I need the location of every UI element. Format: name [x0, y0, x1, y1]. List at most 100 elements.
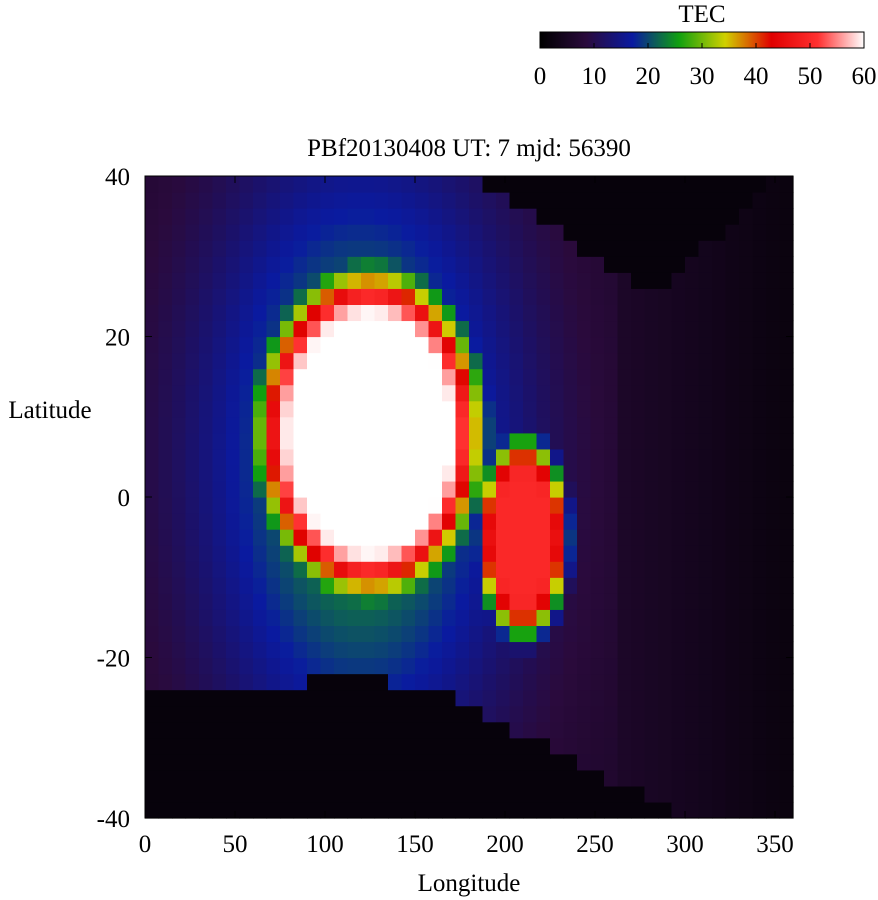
heatmap-cell	[334, 609, 349, 626]
heatmap-cell	[307, 432, 322, 450]
heatmap-cell	[766, 577, 781, 594]
heatmap-cell	[604, 304, 619, 322]
heatmap-cell	[145, 641, 160, 659]
heatmap-cell	[658, 272, 673, 289]
heatmap-cell	[320, 673, 335, 691]
heatmap-cell	[671, 737, 686, 755]
heatmap-cell	[320, 705, 335, 723]
heatmap-cell	[158, 288, 173, 305]
heatmap-cell	[536, 208, 551, 225]
heatmap-cell	[334, 240, 349, 257]
heatmap-cell	[536, 448, 551, 466]
heatmap-cell	[428, 625, 443, 643]
heatmap-cell	[590, 801, 605, 819]
heatmap-cell	[145, 705, 160, 723]
heatmap-cell	[536, 673, 551, 691]
colorbar-tick-label: 30	[690, 63, 715, 90]
heatmap-cell	[158, 208, 173, 225]
heatmap-cell	[509, 416, 524, 434]
heatmap-cell	[590, 384, 605, 402]
heatmap-cell	[685, 769, 700, 787]
heatmap-cell	[428, 801, 443, 819]
heatmap-cell	[280, 224, 295, 241]
heatmap-cell	[145, 673, 160, 691]
heatmap-cell	[199, 480, 214, 498]
heatmap-cell	[631, 480, 646, 498]
heatmap-cell	[172, 689, 187, 707]
heatmap-cell	[671, 208, 686, 225]
heatmap-cell	[185, 272, 200, 289]
heatmap-cell	[401, 785, 416, 803]
heatmap-cell	[253, 272, 268, 289]
heatmap-cell	[307, 208, 322, 225]
heatmap-cell	[158, 384, 173, 402]
heatmap-cell	[293, 304, 308, 322]
heatmap-cell	[617, 464, 632, 482]
heatmap-cell	[523, 705, 538, 723]
heatmap-cell	[415, 368, 430, 386]
heatmap-cell	[307, 320, 322, 338]
heatmap-cell	[671, 432, 686, 450]
heatmap-cell	[253, 705, 268, 723]
heatmap-cell	[199, 769, 214, 787]
heatmap-cell	[280, 320, 295, 338]
heatmap-cell	[685, 513, 700, 530]
heatmap-cell	[698, 529, 713, 546]
heatmap-cell	[631, 609, 646, 626]
heatmap-cell	[253, 513, 268, 530]
y-tick-label: 20	[105, 325, 130, 352]
heatmap-cell	[158, 304, 173, 322]
heatmap-cell	[779, 464, 794, 482]
heatmap-cell	[172, 192, 187, 209]
heatmap-cell	[725, 689, 740, 707]
heatmap-cell	[266, 224, 281, 241]
heatmap-cell	[550, 480, 565, 498]
heatmap-cell	[347, 673, 362, 691]
heatmap-cell	[536, 769, 551, 787]
heatmap-cell	[320, 432, 335, 450]
heatmap-cell	[698, 336, 713, 354]
heatmap-cell	[779, 529, 794, 546]
heatmap-cell	[320, 801, 335, 819]
heatmap-cell	[158, 448, 173, 466]
heatmap-cell	[658, 304, 673, 322]
heatmap-cell	[401, 240, 416, 257]
heatmap-cell	[334, 721, 349, 739]
heatmap-cell	[617, 497, 632, 514]
heatmap-cell	[455, 625, 470, 643]
heatmap-cell	[496, 400, 511, 418]
heatmap-cell	[455, 689, 470, 707]
heatmap-cell	[698, 769, 713, 787]
heatmap-cell	[752, 288, 767, 305]
heatmap-cell	[496, 577, 511, 594]
heatmap-cell	[185, 657, 200, 675]
heatmap-cell	[766, 801, 781, 819]
heatmap-cell	[253, 288, 268, 305]
heatmap-cell	[401, 705, 416, 723]
heatmap-cell	[212, 224, 227, 241]
heatmap-cell	[212, 593, 227, 610]
heatmap-cell	[280, 689, 295, 707]
heatmap-cell	[779, 689, 794, 707]
heatmap-cell	[307, 593, 322, 610]
heatmap-cell	[469, 689, 484, 707]
heatmap-cell	[374, 769, 389, 787]
heatmap-cell	[172, 721, 187, 739]
heatmap-cell	[374, 785, 389, 803]
heatmap-cell	[752, 545, 767, 562]
heatmap-cell	[739, 801, 754, 819]
heatmap-cell	[212, 801, 227, 819]
heatmap-cell	[280, 497, 295, 514]
heatmap-cell	[725, 545, 740, 562]
heatmap-cell	[685, 641, 700, 659]
heatmap-cell	[145, 448, 160, 466]
heatmap-cell	[563, 641, 578, 659]
heatmap-cell	[428, 705, 443, 723]
heatmap-cell	[334, 208, 349, 225]
heatmap-cell	[712, 497, 727, 514]
heatmap-cell	[590, 448, 605, 466]
heatmap-cell	[766, 416, 781, 434]
heatmap-cell	[415, 240, 430, 257]
heatmap-cell	[280, 272, 295, 289]
